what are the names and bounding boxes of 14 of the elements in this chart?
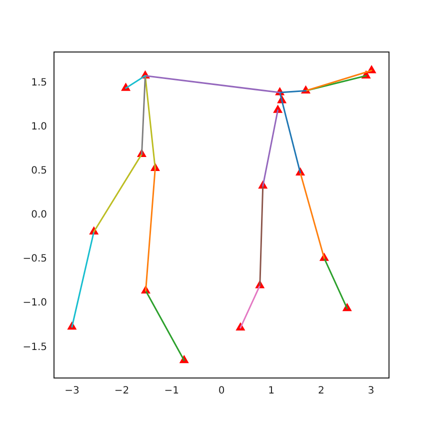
y-tick-label: −0.5 bbox=[22, 254, 47, 265]
x-tick-label: −3 bbox=[64, 386, 80, 397]
y-tick-label: 0.0 bbox=[31, 210, 47, 221]
y-tick-label: −1.0 bbox=[22, 298, 47, 309]
y-tick-label: 0.5 bbox=[31, 166, 47, 177]
y-tick-label: 1.5 bbox=[31, 77, 47, 88]
x-tick-label: 2 bbox=[318, 386, 324, 397]
x-tick-label: 1 bbox=[268, 386, 275, 397]
x-tick-label: −2 bbox=[114, 386, 130, 397]
y-tick-label: −1.5 bbox=[22, 342, 47, 353]
x-tick-label: 3 bbox=[368, 386, 374, 397]
y-tick-label: 1.0 bbox=[31, 121, 47, 132]
x-tick-label: 0 bbox=[218, 386, 225, 397]
x-tick-label: −1 bbox=[164, 386, 180, 397]
